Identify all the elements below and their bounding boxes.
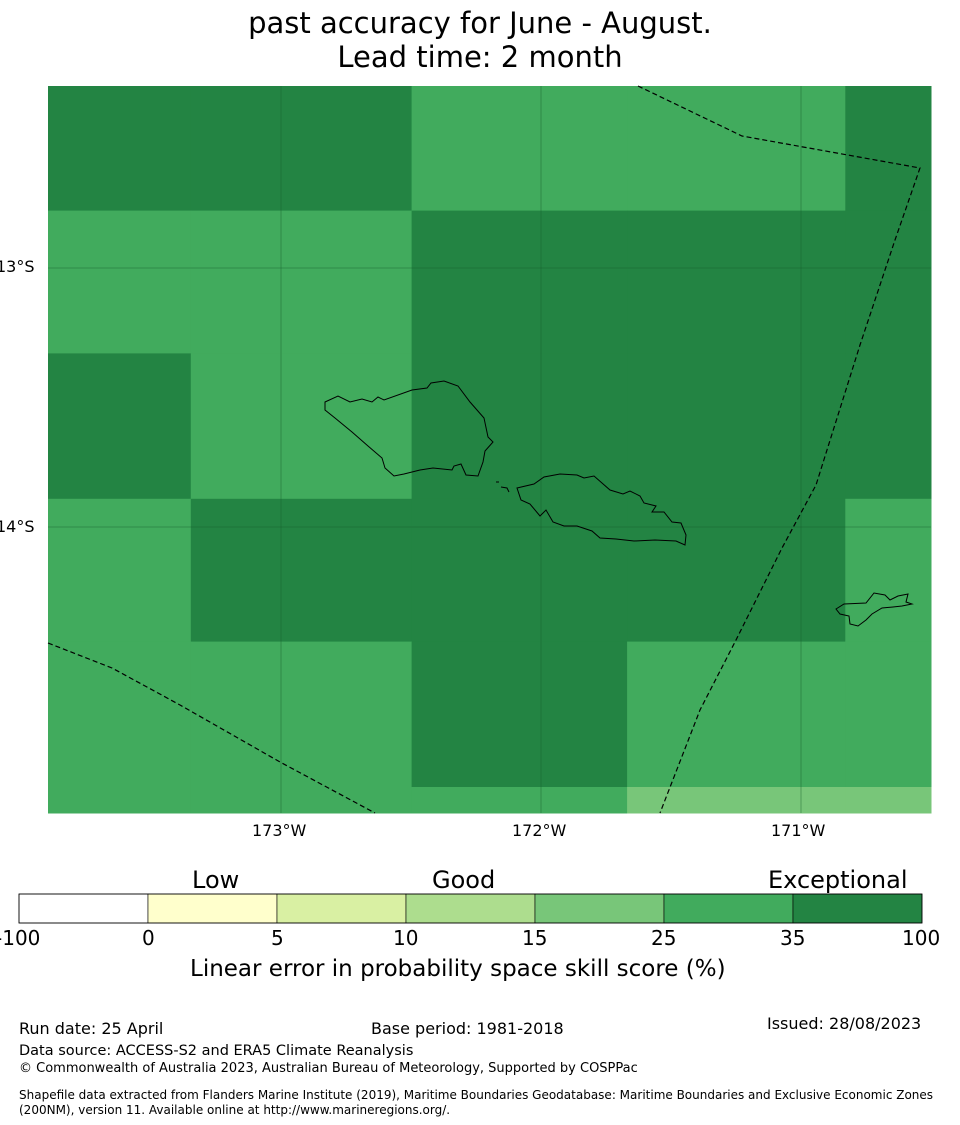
- manono-island: [500, 486, 510, 493]
- skill-cell: [627, 641, 846, 788]
- colorbar-category-good: Good: [432, 866, 496, 894]
- skill-cell: [627, 86, 846, 212]
- skill-cell: [627, 787, 846, 814]
- colorbar-tick-0: 0: [142, 926, 155, 950]
- colorbar-tick-10: 10: [393, 926, 419, 950]
- data-source: Data source: ACCESS-S2 and ERA5 Climate …: [19, 1043, 414, 1059]
- skill-cell: [48, 210, 192, 354]
- skill-cell: [48, 86, 192, 212]
- skill-cell: [627, 210, 846, 354]
- skill-cell: [411, 353, 628, 500]
- skill-cell: [190, 787, 412, 814]
- skill-cell: [411, 787, 628, 814]
- upolu-island: [516, 473, 687, 546]
- skill-cell: [48, 498, 192, 643]
- run-date: Run date: 25 April: [19, 1019, 164, 1038]
- skill-cell: [627, 498, 846, 643]
- skill-cell: [48, 641, 192, 788]
- colorbar-frame: [18, 893, 923, 924]
- skill-cell: [190, 353, 412, 500]
- colorbar-category-exceptional: Exceptional: [768, 866, 908, 894]
- colorbar-tick-100: 100: [902, 926, 941, 950]
- skill-cell: [845, 498, 932, 643]
- colorbar-tick-15: 15: [522, 926, 548, 950]
- colorbar-category-low: Low: [192, 866, 240, 894]
- skill-cell: [190, 210, 412, 354]
- skill-cell: [411, 641, 628, 788]
- islands: [324, 380, 914, 627]
- skill-cell: [411, 86, 628, 212]
- skill-cell: [845, 787, 932, 814]
- skill-cell: [411, 498, 628, 643]
- skill-grid: [48, 86, 932, 814]
- lat-label-14s: 14°S: [0, 517, 35, 536]
- lon-label-172w: 172°W: [512, 821, 567, 840]
- eez-boundary-east: [637, 85, 921, 814]
- issued-date: Issued: 28/08/2023: [767, 1014, 922, 1033]
- skill-cell: [190, 498, 412, 643]
- copyright-notice: © Commonwealth of Australia 2023, Austra…: [19, 1061, 638, 1076]
- colorbar-tick-minus100: -100: [0, 926, 41, 950]
- colorbar-xlabel: Linear error in probability space skill …: [190, 956, 726, 982]
- eez-boundary-southwest: [47, 642, 376, 814]
- skill-cell: [190, 86, 412, 212]
- savaii-island: [324, 380, 494, 477]
- skill-cell: [845, 353, 932, 500]
- colorbar-swatch: [405, 893, 536, 924]
- lon-label-171w: 171°W: [771, 821, 826, 840]
- shapefile-credit: Shapefile data extracted from Flanders M…: [19, 1088, 934, 1117]
- map-title-line-1: past accuracy for June - August.: [248, 6, 712, 40]
- lon-label-173w: 173°W: [252, 821, 307, 840]
- skill-cell: [48, 787, 192, 814]
- lat-label-13s: 13°S: [0, 257, 35, 276]
- skill-cell: [845, 210, 932, 354]
- colorbar: [18, 893, 923, 924]
- map-title-line-2: Lead time: 2 month: [337, 40, 623, 74]
- skill-cell: [48, 353, 192, 500]
- graticule: [48, 86, 931, 813]
- skill-cell: [627, 353, 846, 500]
- colorbar-swatch: [663, 893, 794, 924]
- skill-cell: [411, 210, 628, 354]
- skill-cell: [845, 86, 932, 212]
- tutuila-island: [835, 592, 914, 627]
- colorbar-swatch: [18, 893, 149, 924]
- colorbar-swatch: [534, 893, 665, 924]
- eez-boundaries: [47, 85, 921, 814]
- colorbar-swatch: [147, 893, 278, 924]
- colorbar-tick-25: 25: [651, 926, 677, 950]
- colorbar-tick-5: 5: [271, 926, 284, 950]
- colorbar-tick-35: 35: [780, 926, 806, 950]
- skill-cell: [845, 641, 932, 788]
- colorbar-swatch: [792, 893, 923, 924]
- colorbar-swatch: [276, 893, 407, 924]
- base-period: Base period: 1981-2018: [371, 1019, 564, 1038]
- skill-cell: [190, 641, 412, 788]
